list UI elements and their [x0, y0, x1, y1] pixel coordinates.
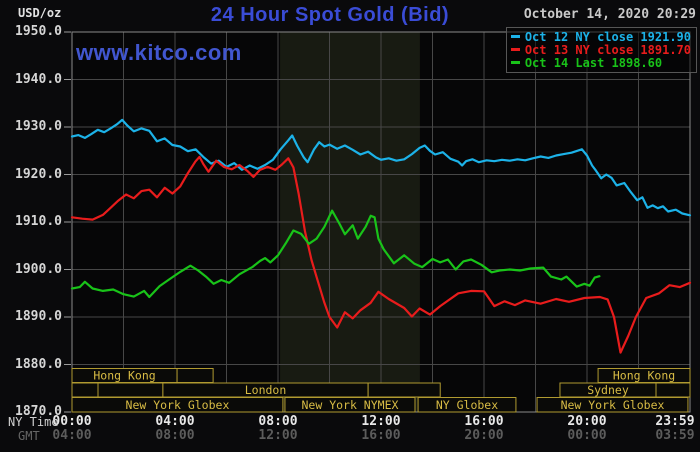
- y-tick-label: 1920.0: [15, 166, 62, 182]
- ny-time-axis-label: NY Time: [8, 415, 59, 429]
- y-tick-label: 1880.0: [15, 356, 62, 372]
- x-tick-label-gmt: 12:00: [258, 428, 298, 443]
- x-tick-label-nytime: 12:00: [361, 414, 401, 429]
- series-oct-13: [70, 155, 692, 354]
- y-axis-unit-label: USD/oz: [18, 6, 62, 20]
- legend-label: Oct 14 Last 1898.60: [524, 55, 663, 70]
- session-box: [71, 382, 99, 398]
- kitco-watermark-link[interactable]: www.kitco.com: [76, 40, 242, 65]
- chart-title: 24 Hour Spot Gold (Bid): [210, 4, 450, 26]
- x-tick-label-gmt: 20:00: [464, 428, 504, 443]
- legend: Oct 12 NY close 1921.90 Oct 13 NY close …: [505, 27, 697, 73]
- x-tick-label-nytime: 20:00: [567, 414, 607, 429]
- session-box: [417, 397, 517, 413]
- legend-item-oct14: Oct 14 Last 1898.60: [510, 55, 691, 70]
- x-tick-label-nytime: 04:00: [155, 414, 195, 429]
- x-tick-label-gmt: 03:59: [655, 428, 695, 443]
- session-label: NY Globex: [436, 398, 498, 412]
- legend-item-oct12: Oct 12 NY close 1921.90: [510, 29, 691, 44]
- gmt-axis-label: GMT: [18, 429, 40, 443]
- y-tick-label: 1870.0: [15, 404, 62, 419]
- x-tick-label-nytime: 23:59: [655, 414, 695, 429]
- legend-label: Oct 12 NY close 1921.90: [524, 29, 691, 44]
- session-label: Sydney: [587, 383, 629, 397]
- session-label: New York Globex: [561, 398, 665, 412]
- session-label: Hong Kong: [93, 369, 155, 383]
- session-box: [367, 382, 441, 398]
- oct13-line-swatch: [510, 48, 520, 51]
- session-label: London: [245, 383, 287, 397]
- session-box: [284, 397, 416, 413]
- x-tick-label-gmt: 04:00: [52, 428, 92, 443]
- session-label: New York NYMEX: [302, 398, 399, 412]
- x-tick-label-nytime: 16:00: [464, 414, 504, 429]
- session-box: [176, 368, 214, 383]
- y-tick-label: 1950.0: [15, 24, 62, 39]
- x-tick-label-gmt: 16:00: [361, 428, 401, 443]
- y-tick-label: 1940.0: [15, 71, 62, 87]
- x-tick-label-gmt: 08:00: [155, 428, 195, 443]
- legend-label: Oct 13 NY close 1891.70: [524, 42, 691, 57]
- x-tick-label-gmt: 00:00: [567, 428, 607, 443]
- chart-timestamp: October 14, 2020 20:29: [523, 7, 696, 22]
- session-label: Hong Kong: [613, 369, 675, 383]
- session-box: [655, 382, 691, 398]
- session-box: [71, 397, 284, 413]
- series-oct-12: [70, 118, 692, 217]
- session-label: New York Globex: [126, 398, 230, 412]
- oct12-line-swatch: [510, 35, 520, 38]
- x-tick-label-nytime: 08:00: [258, 414, 298, 429]
- y-tick-label: 1890.0: [15, 309, 62, 324]
- y-tick-label: 1910.0: [15, 214, 62, 229]
- series-oct-14: [70, 209, 601, 299]
- oct14-line-swatch: [510, 61, 520, 64]
- legend-item-oct13: Oct 13 NY close 1891.70: [510, 42, 691, 57]
- session-box: [97, 382, 164, 398]
- session-box: [536, 397, 689, 413]
- y-tick-label: 1930.0: [15, 119, 62, 134]
- x-tick-label-nytime: 00:00: [52, 414, 92, 429]
- y-tick-label: 1900.0: [15, 261, 62, 277]
